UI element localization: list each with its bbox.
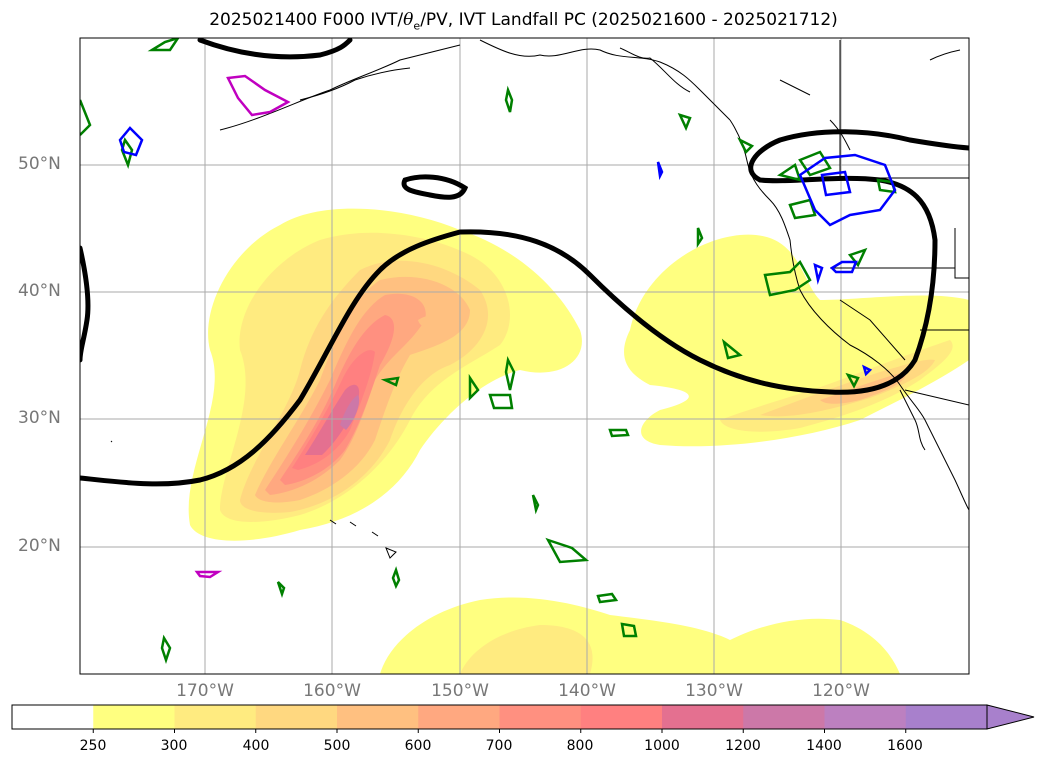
colorbar-label-600: 600: [404, 738, 432, 754]
colorbar-segment: [662, 705, 744, 729]
colorbar-label-500: 500: [323, 738, 351, 754]
colorbar-segment: [93, 705, 175, 729]
colorbar-label-700: 700: [485, 738, 513, 754]
gridlines: [80, 38, 969, 674]
colorbar-segment: [743, 705, 825, 729]
lon-label-170w: 170°W: [176, 681, 234, 701]
colorbar-segment: [824, 705, 907, 729]
west-pc-contour: [80, 245, 91, 363]
colorbar-segment: [580, 705, 663, 729]
colorbar-segment: [255, 705, 338, 729]
colorbar-segment: [499, 705, 582, 729]
colorbar-segment: [12, 705, 94, 729]
colorbar-segment: [905, 705, 988, 729]
colorbar-label-300: 300: [160, 738, 188, 754]
lon-label-160w: 160°W: [303, 681, 361, 701]
ivt-shading-south-band: [380, 597, 900, 674]
colorbar-label-400: 400: [242, 738, 270, 754]
north-pc-contour: [197, 38, 353, 60]
figure-title: 2025021400 F000 IVT/θe/PV, IVT Landfall …: [209, 10, 838, 33]
colorbar-label-1200: 1200: [725, 738, 761, 754]
map-frame: [79, 37, 970, 675]
colorbar-label-1600: 1600: [887, 738, 923, 754]
lat-label-50n: 50°N: [18, 154, 61, 174]
lat-label-40n: 40°N: [18, 281, 61, 301]
lon-label-130w: 130°W: [685, 681, 743, 701]
colorbar-label-1000: 1000: [644, 738, 680, 754]
main-pc-contour: [80, 129, 969, 487]
lat-label-20n: 20°N: [18, 536, 61, 556]
lon-label-150w: 150°W: [431, 681, 489, 701]
small-pc-contour: [401, 174, 469, 200]
ivt-shading-main-plume: [188, 208, 582, 541]
colorbar-label-1400: 1400: [806, 738, 842, 754]
blue-contours: [118, 126, 897, 377]
lon-label-140w: 140°W: [558, 681, 616, 701]
colorbar-label-250: 250: [79, 738, 107, 754]
lon-label-120w: 120°W: [812, 681, 870, 701]
colorbar-segment: [337, 705, 419, 729]
lat-label-30n: 30°N: [18, 408, 61, 428]
magenta-contours: [194, 74, 291, 579]
map-area: [80, 38, 969, 674]
coastlines: [110, 39, 969, 559]
ivt-landfall-contours: [80, 38, 969, 487]
colorbar-label-800: 800: [566, 738, 594, 754]
colorbar-extend-arrow: [986, 704, 1035, 730]
colorbar: [11, 704, 1035, 733]
colorbar-segment: [418, 705, 500, 729]
colorbar-segment: [174, 705, 257, 729]
